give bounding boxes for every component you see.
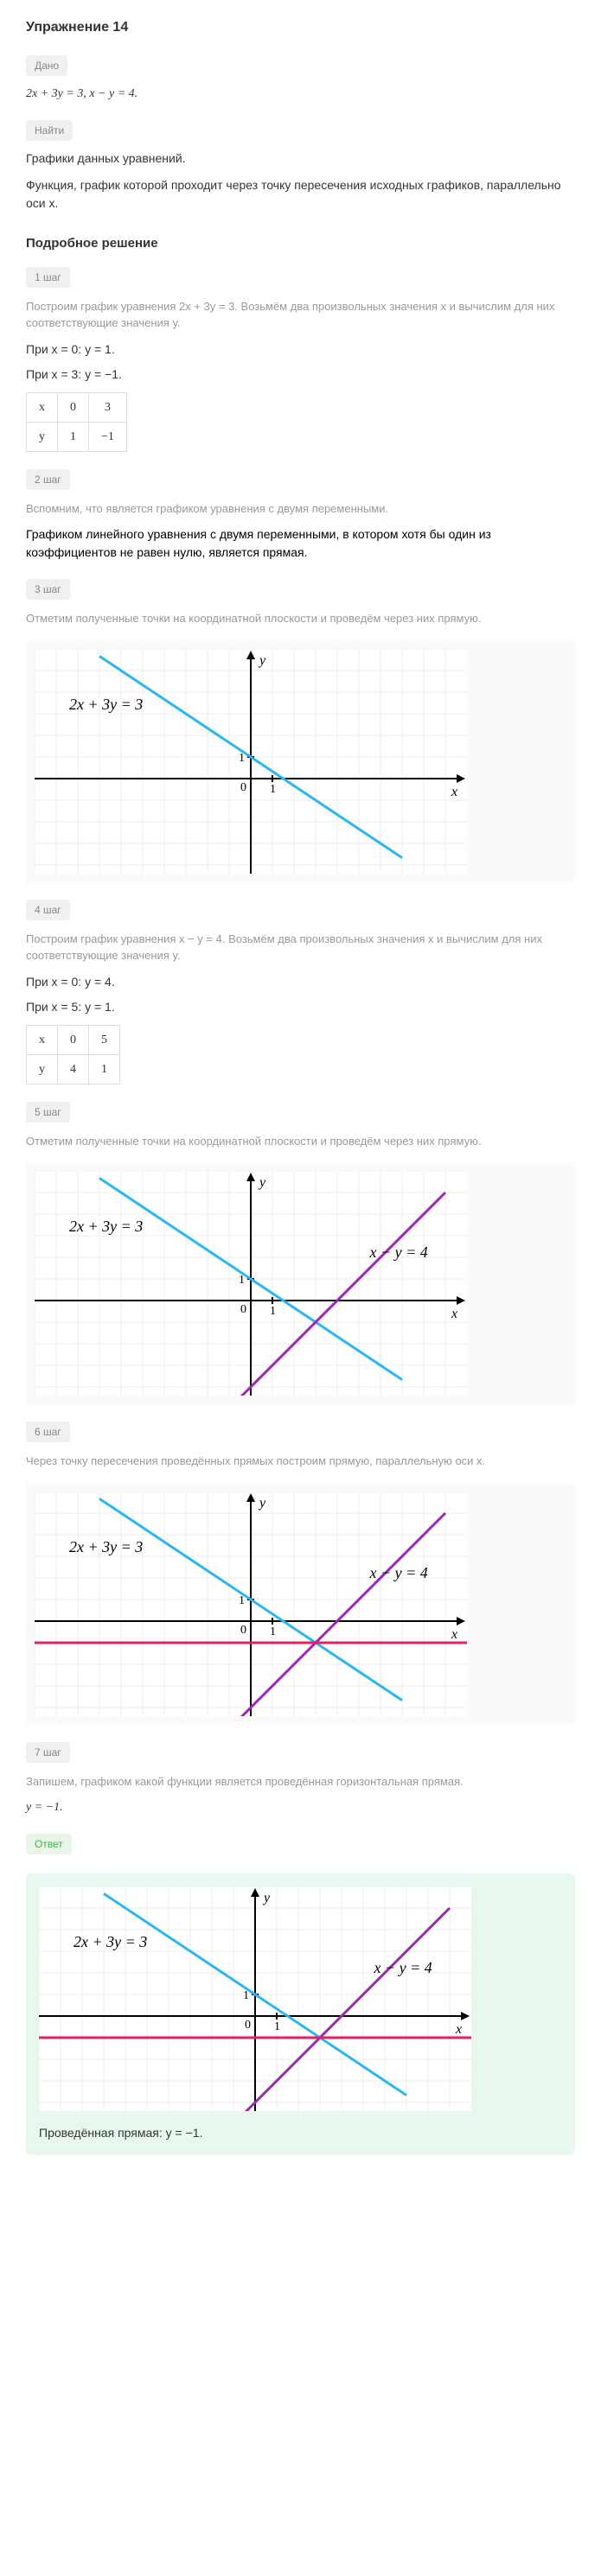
chart-4: 011xy2x + 3y = 3x − y = 4: [39, 1886, 471, 2111]
step-6-tag: 6 шаг: [26, 1422, 70, 1442]
chart-3: 011xy2x + 3y = 3x − y = 4: [35, 1492, 467, 1716]
step-4-text: Построим график уравнения x − y = 4. Воз…: [26, 931, 575, 964]
step-1-tag: 1 шаг: [26, 267, 70, 288]
svg-text:1: 1: [270, 1625, 276, 1638]
chart-1: 011xy2x + 3y = 3: [35, 649, 467, 874]
table-cell: −1: [89, 422, 127, 451]
table-cell: y: [27, 422, 58, 451]
svg-text:2x + 3y = 3: 2x + 3y = 3: [69, 1538, 143, 1555]
answer-block: 011xy2x + 3y = 3x − y = 4 Проведённая пр…: [26, 1873, 575, 2155]
svg-text:x: x: [451, 1627, 457, 1642]
given-tag: Дано: [26, 55, 67, 76]
svg-text:1: 1: [274, 2020, 280, 2033]
step-1-at0: При x = 0: y = 1.: [26, 340, 575, 359]
svg-text:y: y: [258, 1496, 266, 1511]
step-6-text: Через точку пересечения проведённых прям…: [26, 1453, 575, 1470]
table-1: x03 y1−1: [26, 392, 127, 452]
svg-text:0: 0: [240, 781, 246, 794]
svg-text:y: y: [258, 1175, 266, 1190]
svg-text:1: 1: [270, 1305, 276, 1318]
step-2-text: Вспомним, что является графиком уравнени…: [26, 500, 575, 518]
table-2: x05 y41: [26, 1025, 120, 1084]
svg-text:1: 1: [270, 783, 276, 796]
table-cell: x: [27, 392, 58, 422]
page-title: Упражнение 14: [26, 17, 575, 38]
step-1-text: Построим график уравнения 2x + 3y = 3. В…: [26, 298, 575, 332]
given-math: 2x + 3y = 3, x − y = 4.: [26, 85, 575, 103]
answer-tag: Ответ: [26, 1834, 72, 1854]
svg-text:2x + 3y = 3: 2x + 3y = 3: [74, 1933, 147, 1950]
chart-2: 011xy2x + 3y = 3x − y = 4: [35, 1171, 467, 1396]
table-cell: 3: [89, 392, 127, 422]
table-cell: 1: [89, 1054, 120, 1084]
svg-text:x − y = 4: x − y = 4: [374, 1959, 432, 1976]
svg-text:0: 0: [245, 2019, 251, 2032]
table-cell: 0: [58, 392, 89, 422]
step-3-tag: 3 шаг: [26, 579, 70, 600]
svg-text:x − y = 4: x − y = 4: [369, 1564, 428, 1581]
step-4-tag: 4 шаг: [26, 900, 70, 920]
table-cell: 4: [58, 1054, 89, 1084]
svg-text:0: 0: [240, 1624, 246, 1637]
answer-text: Проведённая прямая: y = −1.: [39, 2124, 562, 2142]
solution-title: Подробное решение: [26, 234, 575, 254]
chart-3-wrap: 011xy2x + 3y = 3x − y = 4: [26, 1483, 575, 1725]
step-2-tag: 2 шаг: [26, 469, 70, 490]
chart-1-wrap: 011xy2x + 3y = 3: [26, 640, 575, 882]
find-tag: Найти: [26, 120, 73, 141]
table-cell: x: [27, 1025, 58, 1054]
find-text-1: Графики данных уравнений.: [26, 149, 575, 168]
step-4-at5: При x = 5: y = 1.: [26, 998, 575, 1016]
step-1-at3: При x = 3: y = −1.: [26, 366, 575, 384]
find-text-2: Функция, график которой проходит через т…: [26, 176, 575, 213]
step-5-tag: 5 шаг: [26, 1102, 70, 1123]
svg-text:0: 0: [240, 1303, 246, 1316]
svg-text:x: x: [451, 785, 457, 799]
step-3-text: Отметим полученные точки на координатной…: [26, 610, 575, 627]
step-7-text: Запишем, графиком какой функции является…: [26, 1773, 575, 1790]
svg-text:x: x: [451, 1307, 457, 1321]
svg-text:2x + 3y = 3: 2x + 3y = 3: [69, 696, 143, 713]
table-cell: 0: [58, 1025, 89, 1054]
svg-text:x − y = 4: x − y = 4: [369, 1243, 428, 1261]
step-7-tag: 7 шаг: [26, 1742, 70, 1763]
svg-text:y: y: [258, 653, 266, 668]
table-cell: 1: [58, 422, 89, 451]
table-cell: y: [27, 1054, 58, 1084]
step-7-math: y = −1.: [26, 1798, 575, 1816]
svg-text:2x + 3y = 3: 2x + 3y = 3: [69, 1218, 143, 1235]
step-4-at0: При x = 0: y = 4.: [26, 973, 575, 991]
svg-text:x: x: [455, 2022, 462, 2037]
svg-text:y: y: [262, 1891, 271, 1905]
step-2-bold: Графиком линейного уравнения с двумя пер…: [26, 525, 575, 562]
chart-2-wrap: 011xy2x + 3y = 3x − y = 4: [26, 1162, 575, 1404]
step-5-text: Отметим полученные точки на координатной…: [26, 1133, 575, 1150]
table-cell: 5: [89, 1025, 120, 1054]
